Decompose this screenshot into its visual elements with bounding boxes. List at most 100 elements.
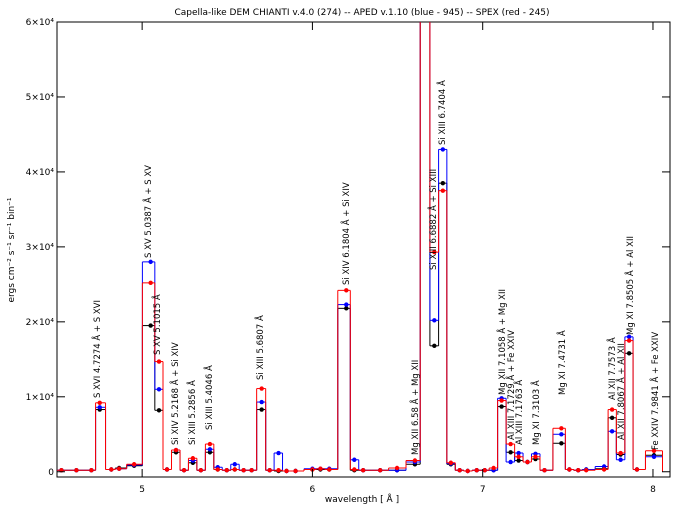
- line-annotation: Si XIII 6.7404 Å: [436, 80, 448, 145]
- line-annotation: S XV 5.1015 Å: [151, 294, 163, 355]
- data-point: [559, 426, 564, 431]
- data-point: [318, 466, 323, 471]
- y-tick-label: 4×10⁴: [26, 168, 55, 178]
- line-annotation: S XVI 4.7274 Å + S XVI: [91, 300, 103, 398]
- data-point: [499, 404, 504, 409]
- data-point: [259, 386, 264, 391]
- data-point: [97, 400, 102, 405]
- data-point: [190, 456, 196, 461]
- data-point: [259, 399, 264, 405]
- data-point: [559, 432, 564, 437]
- x-tick-label: 7: [480, 485, 486, 495]
- data-point: [440, 180, 446, 186]
- data-point: [156, 387, 162, 392]
- data-point: [360, 468, 366, 473]
- data-point: [516, 454, 521, 459]
- line-annotation: Si XIII 6.6882 Å + Si XIII: [427, 169, 439, 270]
- line-annotation: Al XII 7.7573 Å: [606, 337, 618, 400]
- data-point: [173, 447, 179, 453]
- data-point: [148, 323, 153, 328]
- plot-frame: [56, 21, 671, 478]
- y-tick-label: 0: [48, 468, 54, 478]
- data-point: [116, 466, 122, 471]
- data-point: [474, 468, 479, 473]
- data-point: [352, 457, 357, 462]
- data-point: [626, 334, 632, 340]
- line-annotation: Si XIII 5.6807 Å: [254, 315, 266, 380]
- data-point: [344, 306, 349, 311]
- data-point: [284, 468, 289, 474]
- data-point: [601, 467, 607, 472]
- line-annotation: S XV 5.0387 Å + S XV: [142, 165, 154, 258]
- data-point: [232, 462, 237, 467]
- data-point: [626, 351, 632, 356]
- data-point: [618, 450, 623, 456]
- data-point: [516, 450, 521, 456]
- data-point: [491, 465, 496, 471]
- data-point: [576, 468, 581, 473]
- data-point: [344, 302, 349, 307]
- data-point: [293, 468, 298, 474]
- line-annotation: Al XIII 7.1729 Å + Fe XXIV: [505, 330, 517, 440]
- data-point: [267, 468, 272, 473]
- data-point: [352, 467, 357, 472]
- data-point: [276, 450, 281, 456]
- line-annotation: Si XIV 6.1804 Å + Si XIV: [340, 182, 352, 285]
- y-axis-label: ergs cm⁻² s⁻¹ sr⁻¹ bin⁻¹: [7, 197, 17, 302]
- data-point: [609, 415, 615, 420]
- data-point: [432, 343, 437, 349]
- data-point: [198, 468, 204, 473]
- data-point: [377, 468, 383, 473]
- data-point: [89, 468, 94, 473]
- data-point: [482, 468, 487, 473]
- data-point: [207, 447, 213, 452]
- data-point: [164, 467, 170, 472]
- x-tick-label: 8: [650, 485, 656, 495]
- data-point: [131, 462, 137, 467]
- x-tick-label: 5: [139, 485, 145, 495]
- data-point: [440, 147, 446, 152]
- y-tick-label: 6×10⁴: [26, 18, 55, 28]
- line-annotation: Mg XI 7.3103 Å: [530, 380, 542, 445]
- data-point: [232, 467, 237, 472]
- data-point: [148, 280, 153, 286]
- data-point: [432, 318, 437, 323]
- y-tick-label: 3×10⁴: [26, 243, 55, 253]
- data-point: [148, 259, 153, 265]
- data-point: [249, 468, 254, 473]
- data-point: [516, 458, 521, 463]
- data-point: [525, 459, 530, 465]
- chart-title: Capella-like DEM CHIANTI v.4.0 (274) -- …: [174, 8, 549, 18]
- data-point: [432, 249, 437, 255]
- data-point: [533, 454, 538, 459]
- data-point: [181, 468, 187, 473]
- y-tick-label: 2×10⁴: [26, 318, 55, 328]
- y-tick-label: 1×10⁴: [26, 393, 55, 403]
- data-point: [215, 467, 220, 472]
- data-point: [609, 407, 615, 412]
- data-point: [626, 338, 632, 343]
- data-point: [207, 441, 213, 447]
- data-point: [394, 465, 400, 471]
- data-point: [412, 458, 418, 463]
- line-annotation: Mg XII 6.58 Å + Mg XII: [409, 360, 421, 455]
- data-point: [508, 441, 513, 447]
- line-annotation: Mg XI 7.4731 Å: [556, 330, 568, 395]
- x-axis-label: wavelength [ Å ]: [325, 493, 399, 505]
- line-annotation: Al XIII 7.1763 Å: [513, 380, 525, 445]
- x-tick-label: 6: [310, 485, 316, 495]
- data-point: [584, 468, 589, 473]
- data-point: [609, 429, 615, 434]
- data-point: [559, 441, 564, 446]
- data-point: [448, 460, 454, 465]
- line-annotation: Fe XXIV 7.9841 Å + Fe XXIV: [649, 332, 661, 450]
- data-point: [276, 468, 281, 473]
- data-point: [542, 468, 547, 473]
- data-point: [344, 288, 349, 293]
- data-point: [651, 454, 657, 459]
- line-annotation: Si XIII 5.2856 Å: [186, 380, 198, 445]
- data-point: [440, 188, 446, 193]
- data-point: [259, 407, 264, 412]
